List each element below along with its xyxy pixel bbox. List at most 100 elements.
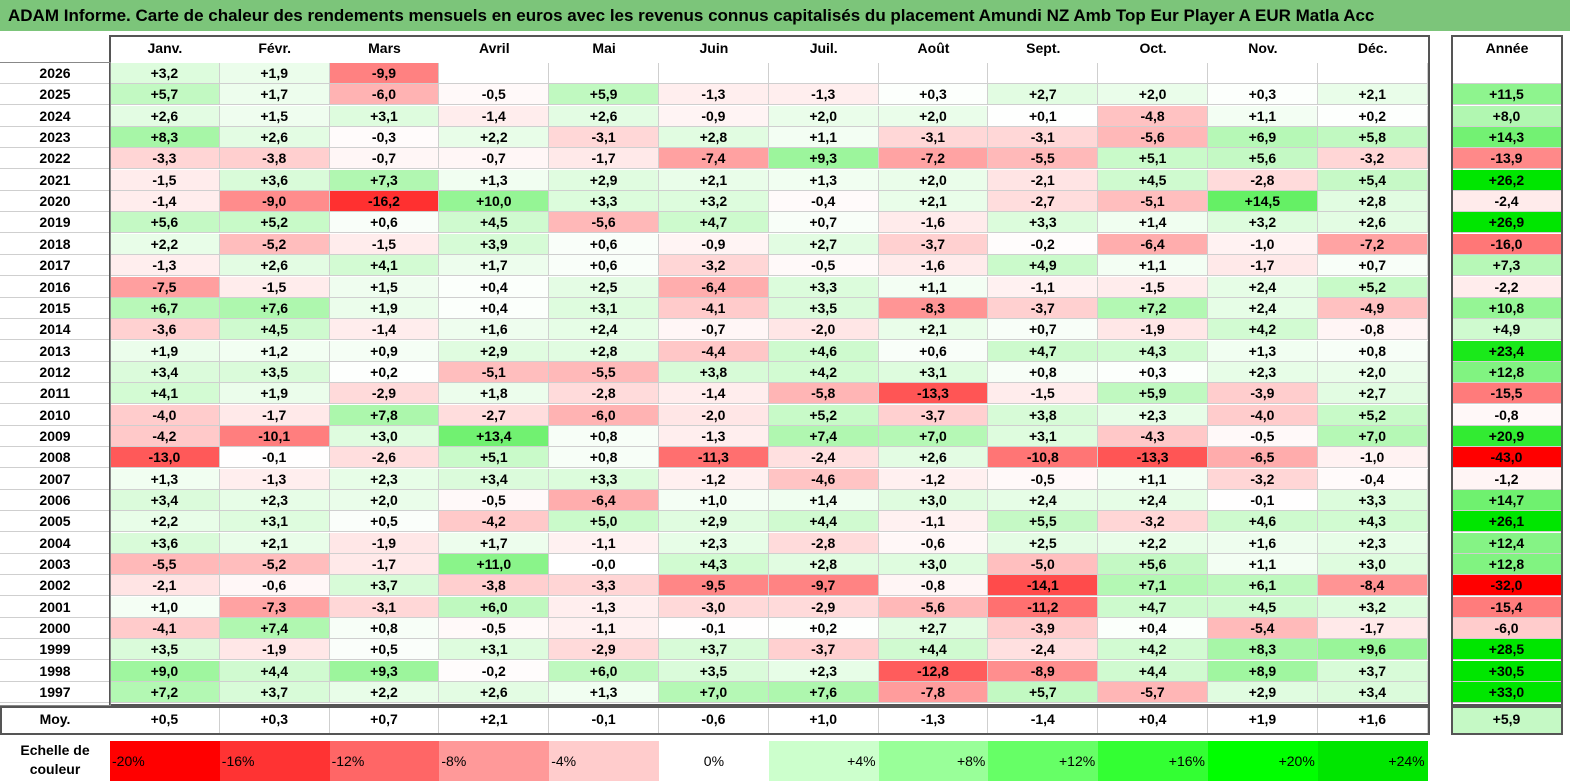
heatmap-cell: +2,3 xyxy=(1208,361,1318,383)
month-header: Juil. xyxy=(809,40,838,56)
heatmap-cell: -3,2 xyxy=(1317,148,1428,170)
heatmap-cell: +0,2 xyxy=(768,618,879,640)
heatmap-cell: -12,8 xyxy=(878,660,989,682)
heatmap-cell: -3,7 xyxy=(988,297,1099,319)
heatmap-cell: -4,0 xyxy=(1208,404,1318,426)
heatmap-cell: +3,2 xyxy=(110,63,220,84)
row-year-label: 2001 xyxy=(0,597,110,618)
row-year-label: 2006 xyxy=(0,490,110,511)
heatmap-cell xyxy=(768,63,879,84)
heatmap-cell: -10,1 xyxy=(219,425,330,447)
heatmap-cell: +2,2 xyxy=(1098,532,1208,554)
heatmap-cell: -3,1 xyxy=(549,127,659,149)
heatmap-cell: -0,7 xyxy=(329,148,440,170)
average-cell: -1,4 xyxy=(988,705,1099,733)
heatmap-cell: +1,9 xyxy=(110,340,220,362)
row-year-label: 2020 xyxy=(0,191,110,213)
heatmap-cell: +2,3 xyxy=(219,490,330,511)
row-year-label: 2004 xyxy=(0,533,110,554)
heatmap-cell: -3,2 xyxy=(659,255,769,277)
heatmap-cell: -3,1 xyxy=(988,127,1099,149)
average-cell: +1,0 xyxy=(769,705,879,733)
heatmap-cell: -2,9 xyxy=(549,639,659,661)
heatmap-cell: +0,3 xyxy=(878,84,989,106)
row-year-label: 2003 xyxy=(0,554,110,576)
month-header: Mars xyxy=(368,40,401,56)
heatmap-cell xyxy=(1208,63,1318,84)
annual-cell: +23,4 xyxy=(1452,340,1562,362)
heatmap-cell: +2,0 xyxy=(768,105,879,127)
heatmap-cell: +0,4 xyxy=(439,276,550,298)
heatmap-cell: +2,7 xyxy=(988,84,1099,106)
heatmap-cell: +7,3 xyxy=(329,169,440,191)
heatmap-cell: +3,3 xyxy=(549,191,659,213)
heatmap-cell: +3,5 xyxy=(110,639,220,661)
heatmap-cell: -4,6 xyxy=(768,468,879,490)
heatmap-cell: -7,2 xyxy=(878,148,989,170)
heatmap-cell: +5,4 xyxy=(1317,169,1428,191)
heatmap-cell: -2,6 xyxy=(329,447,440,469)
color-scale-swatch: +20% xyxy=(1208,741,1318,781)
heatmap-cell: +5,7 xyxy=(988,682,1099,704)
heatmap-cell: -3,3 xyxy=(549,575,659,597)
heatmap-cell: +2,1 xyxy=(219,532,330,554)
heatmap-cell: +2,6 xyxy=(219,127,330,149)
heatmap-cell: -6,4 xyxy=(1098,233,1208,255)
color-scale-label: Echelle de couleur xyxy=(0,741,110,781)
heatmap-cell: -8,3 xyxy=(878,297,989,319)
heatmap-cell: +2,1 xyxy=(878,319,989,341)
row-year-label: 2025 xyxy=(0,84,110,106)
heatmap-cell: -1,9 xyxy=(219,639,330,661)
heatmap-cell: +9,3 xyxy=(329,660,440,682)
heatmap-cell: +1,3 xyxy=(1208,340,1318,362)
heatmap-cell: +0,6 xyxy=(329,212,440,234)
row-year-label: 2024 xyxy=(0,106,110,127)
heatmap-cell: +2,0 xyxy=(1098,84,1208,106)
heatmap-cell: +4,3 xyxy=(659,554,769,576)
heatmap-cell: +8,9 xyxy=(1208,660,1318,682)
heatmap-cell: +2,7 xyxy=(878,618,989,640)
color-scale-swatch: +24% xyxy=(1317,741,1428,781)
heatmap-cell: -1,3 xyxy=(659,425,769,447)
color-scale-swatch: -20% xyxy=(110,741,220,781)
heatmap-cell: -10,8 xyxy=(988,447,1099,469)
chart-title: ADAM Informe. Carte de chaleur des rende… xyxy=(0,0,1570,31)
heatmap-cell: -8,4 xyxy=(1317,575,1428,597)
heatmap-cell: -5,6 xyxy=(1098,127,1208,149)
heatmap-cell: +2,8 xyxy=(1317,191,1428,213)
heatmap-cell: +3,1 xyxy=(329,105,440,127)
heatmap-cell: +5,6 xyxy=(110,212,220,234)
row-year-label: 2008 xyxy=(0,447,110,469)
heatmap-cell: +1,3 xyxy=(549,682,659,704)
heatmap-cell: +0,3 xyxy=(1098,361,1208,383)
heatmap-cell: +2,0 xyxy=(1317,361,1428,383)
average-cell: +0,3 xyxy=(220,705,330,733)
heatmap-cell: -0,8 xyxy=(878,575,989,597)
heatmap-cell: +1,5 xyxy=(219,105,330,127)
heatmap-cell: +2,6 xyxy=(878,447,989,469)
heatmap-cell: +0,7 xyxy=(768,212,879,234)
heatmap-cell: +4,2 xyxy=(1098,639,1208,661)
heatmap-cell: -7,3 xyxy=(219,596,330,618)
heatmap-cell: +2,4 xyxy=(1098,490,1208,511)
average-annual-cell: +5,9 xyxy=(1452,705,1562,733)
row-year-label: 2010 xyxy=(0,405,110,426)
heatmap-cell: +5,0 xyxy=(549,511,659,533)
heatmap-cell: +1,8 xyxy=(439,383,550,405)
heatmap-cell: +1,9 xyxy=(219,63,330,84)
heatmap-cell: -2,8 xyxy=(768,532,879,554)
heatmap-cell: -4,0 xyxy=(110,404,220,426)
heatmap-cell: -5,7 xyxy=(1098,682,1208,704)
row-year-label: 1997 xyxy=(0,682,110,704)
row-year-label: 2002 xyxy=(0,575,110,597)
annual-cell: +33,0 xyxy=(1452,682,1562,704)
heatmap-cell: +0,8 xyxy=(549,447,659,469)
heatmap-cell: +3,2 xyxy=(1208,212,1318,234)
heatmap-cell: +4,3 xyxy=(1317,511,1428,533)
heatmap-cell: +14,5 xyxy=(1208,191,1318,213)
heatmap-cell: +7,4 xyxy=(219,618,330,640)
heatmap-cell: +1,4 xyxy=(1098,212,1208,234)
heatmap-cell: -1,6 xyxy=(878,255,989,277)
heatmap-cell: -4,3 xyxy=(1098,425,1208,447)
heatmap-cell xyxy=(878,63,989,84)
